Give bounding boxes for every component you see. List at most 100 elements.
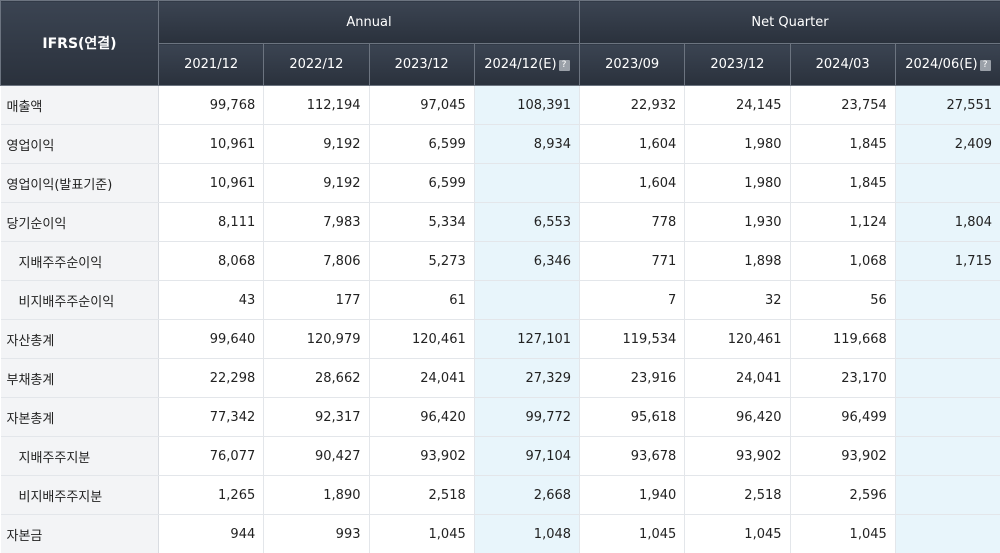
value-cell: 5,273 — [369, 241, 475, 281]
value-cell: 99,768 — [158, 85, 265, 125]
table-row: 자본총계 77,342 92,317 96,420 99,772 95,618 96,420… — [0, 397, 1000, 437]
value-cell — [895, 358, 1000, 398]
value-cell: 77,342 — [158, 397, 265, 437]
value-cell: 99,772 — [474, 397, 581, 437]
value-cell: 1,604 — [579, 124, 686, 164]
row-label: 비지배주주지분 — [0, 475, 159, 515]
help-icon[interactable]: ? — [979, 60, 991, 71]
period-label: 2023/12 — [394, 57, 449, 72]
row-label: 영업이익(발표기준) — [0, 163, 159, 203]
period-header: 2023/12 — [368, 43, 475, 86]
value-cell: 1,890 — [263, 475, 370, 515]
value-cell: 1,265 — [158, 475, 265, 515]
value-cell: 5,334 — [369, 202, 475, 242]
period-label: 2022/12 — [289, 57, 344, 72]
value-cell: 1,845 — [790, 124, 896, 164]
period-label: 2024/06(E) — [905, 57, 978, 72]
value-cell: 27,551 — [895, 85, 1000, 125]
value-cell: 95,618 — [579, 397, 686, 437]
value-cell: 93,902 — [684, 436, 791, 476]
value-cell: 127,101 — [474, 319, 581, 359]
value-cell: 7,983 — [263, 202, 370, 242]
value-cell: 2,518 — [369, 475, 475, 515]
value-cell: 1,045 — [790, 514, 896, 553]
value-cell: 7,806 — [263, 241, 370, 281]
table-row: 지배주주지분 76,077 90,427 93,902 97,104 93,678 93,9… — [0, 436, 1000, 476]
value-cell — [895, 319, 1000, 359]
value-cell: 61 — [369, 280, 475, 320]
table-row: 당기순이익 8,111 7,983 5,334 6,553 778 1,930 1,124 1,… — [0, 202, 1000, 242]
value-cell — [895, 280, 1000, 320]
value-cell: 1,980 — [684, 124, 791, 164]
value-cell: 1,940 — [579, 475, 686, 515]
value-cell: 27,329 — [474, 358, 581, 398]
value-cell: 23,754 — [790, 85, 896, 125]
row-label: 매출액 — [0, 85, 159, 125]
value-cell: 120,461 — [369, 319, 475, 359]
value-cell: 944 — [158, 514, 265, 553]
value-cell: 22,932 — [579, 85, 686, 125]
value-cell: 43 — [158, 280, 265, 320]
value-cell: 1,045 — [579, 514, 686, 553]
value-cell: 1,898 — [684, 241, 791, 281]
value-cell: 8,934 — [474, 124, 581, 164]
row-label: 비지배주주순이익 — [0, 280, 159, 320]
period-header: 2024/12(E)? — [473, 43, 581, 86]
value-cell: 23,916 — [579, 358, 686, 398]
group-annual: Annual — [157, 0, 581, 44]
value-cell: 96,499 — [790, 397, 896, 437]
value-cell: 92,317 — [263, 397, 370, 437]
value-cell — [895, 397, 1000, 437]
value-cell — [474, 163, 581, 203]
row-label: 자산총계 — [0, 319, 159, 359]
value-cell: 90,427 — [263, 436, 370, 476]
period-header: 2024/06(E)? — [894, 43, 1000, 86]
value-cell: 93,902 — [790, 436, 896, 476]
value-cell: 6,599 — [369, 124, 475, 164]
table-row: 영업이익(발표기준) 10,961 9,192 6,599 1,604 1,980 1,84… — [0, 163, 1000, 203]
value-cell: 1,715 — [895, 241, 1000, 281]
row-label: 영업이익 — [0, 124, 159, 164]
help-icon[interactable]: ? — [558, 60, 570, 71]
table-row: 지배주주순이익 8,068 7,806 5,273 6,346 771 1,898 1,068… — [0, 241, 1000, 281]
row-label: 당기순이익 — [0, 202, 159, 242]
period-label: 2024/03 — [815, 57, 870, 72]
value-cell: 24,041 — [369, 358, 475, 398]
value-cell: 96,420 — [369, 397, 475, 437]
table-row: 매출액 99,768 112,194 97,045 108,391 22,932 24,14… — [0, 85, 1000, 125]
value-cell: 108,391 — [474, 85, 581, 125]
value-cell: 8,111 — [158, 202, 265, 242]
header-corner: IFRS(연결) — [0, 0, 159, 86]
value-cell: 7 — [579, 280, 686, 320]
value-cell: 24,145 — [684, 85, 791, 125]
value-cell: 6,599 — [369, 163, 475, 203]
value-cell: 10,961 — [158, 124, 265, 164]
table-row: 영업이익 10,961 9,192 6,599 8,934 1,604 1,980 1,845… — [0, 124, 1000, 164]
value-cell: 2,596 — [790, 475, 896, 515]
value-cell: 93,902 — [369, 436, 475, 476]
value-cell: 112,194 — [263, 85, 370, 125]
period-label: 2024/12(E) — [484, 57, 557, 72]
value-cell: 56 — [790, 280, 896, 320]
table-row: 부채총계 22,298 28,662 24,041 27,329 23,916 24,041… — [0, 358, 1000, 398]
value-cell — [474, 280, 581, 320]
value-cell: 22,298 — [158, 358, 265, 398]
row-label: 지배주주지분 — [0, 436, 159, 476]
row-label: 자본금 — [0, 514, 159, 553]
row-label: 지배주주순이익 — [0, 241, 159, 281]
value-cell: 993 — [263, 514, 370, 553]
table-row: 자산총계 99,640 120,979 120,461 127,101 119,534 12… — [0, 319, 1000, 359]
group-net-quarter: Net Quarter — [579, 0, 1000, 44]
value-cell: 23,170 — [790, 358, 896, 398]
value-cell: 24,041 — [684, 358, 791, 398]
value-cell: 1,804 — [895, 202, 1000, 242]
value-cell: 10,961 — [158, 163, 265, 203]
value-cell: 1,048 — [474, 514, 581, 553]
value-cell: 76,077 — [158, 436, 265, 476]
value-cell: 2,518 — [684, 475, 791, 515]
period-label: 2023/12 — [710, 57, 765, 72]
value-cell: 1,845 — [790, 163, 896, 203]
value-cell — [895, 475, 1000, 515]
value-cell: 32 — [684, 280, 791, 320]
